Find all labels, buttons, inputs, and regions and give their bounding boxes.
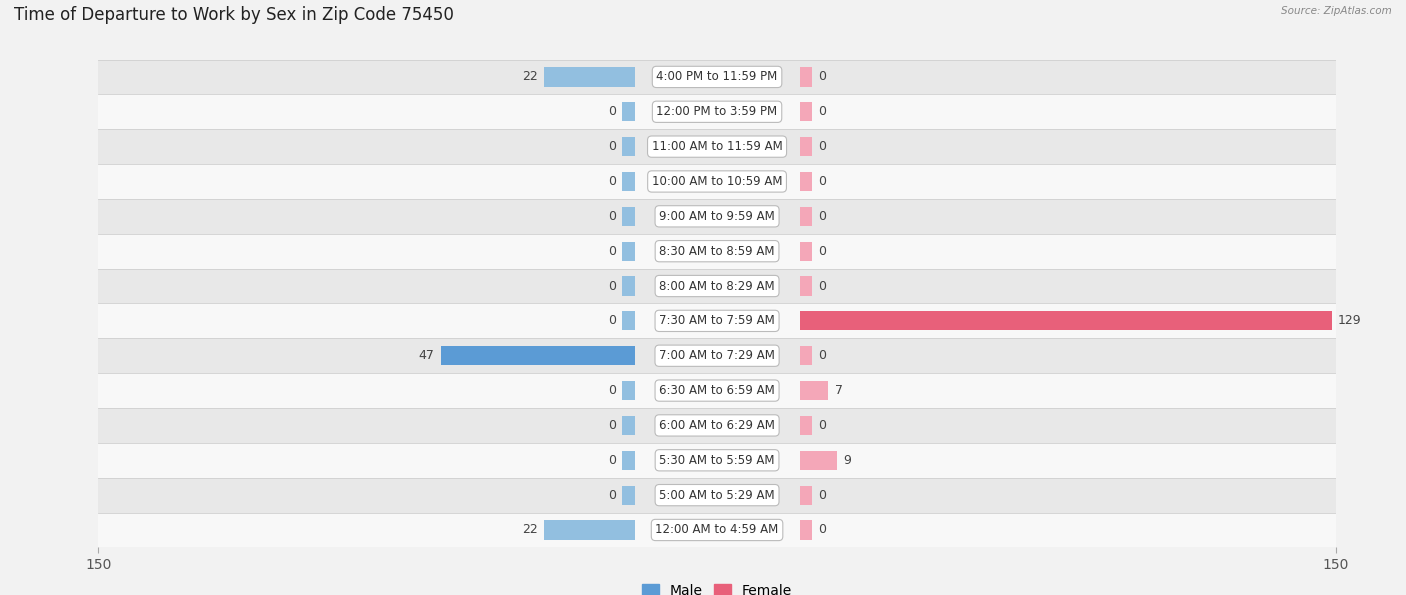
Text: 0: 0 bbox=[607, 384, 616, 397]
Bar bbox=[800, 416, 811, 435]
Bar bbox=[623, 277, 634, 296]
Text: 7: 7 bbox=[835, 384, 842, 397]
FancyBboxPatch shape bbox=[98, 199, 1336, 234]
Text: 0: 0 bbox=[818, 140, 827, 153]
Text: 11:00 AM to 11:59 AM: 11:00 AM to 11:59 AM bbox=[652, 140, 782, 153]
Text: 0: 0 bbox=[818, 280, 827, 293]
Text: 5:30 AM to 5:59 AM: 5:30 AM to 5:59 AM bbox=[659, 454, 775, 466]
Bar bbox=[623, 381, 634, 400]
Text: Source: ZipAtlas.com: Source: ZipAtlas.com bbox=[1281, 6, 1392, 16]
Text: 0: 0 bbox=[818, 419, 827, 432]
Text: 8:00 AM to 8:29 AM: 8:00 AM to 8:29 AM bbox=[659, 280, 775, 293]
Text: 0: 0 bbox=[607, 419, 616, 432]
Bar bbox=[800, 521, 811, 540]
FancyBboxPatch shape bbox=[98, 408, 1336, 443]
Bar bbox=[800, 346, 811, 365]
Legend: Male, Female: Male, Female bbox=[637, 579, 797, 595]
Bar bbox=[623, 102, 634, 121]
Bar bbox=[800, 486, 811, 505]
Text: 22: 22 bbox=[522, 70, 537, 83]
Bar bbox=[623, 242, 634, 261]
Text: 0: 0 bbox=[818, 349, 827, 362]
Bar bbox=[544, 521, 634, 540]
Text: 0: 0 bbox=[818, 488, 827, 502]
Text: 22: 22 bbox=[522, 524, 537, 537]
Text: 9:00 AM to 9:59 AM: 9:00 AM to 9:59 AM bbox=[659, 210, 775, 223]
Text: 6:30 AM to 6:59 AM: 6:30 AM to 6:59 AM bbox=[659, 384, 775, 397]
Text: 129: 129 bbox=[1337, 314, 1361, 327]
Text: 0: 0 bbox=[607, 140, 616, 153]
Text: 8:30 AM to 8:59 AM: 8:30 AM to 8:59 AM bbox=[659, 245, 775, 258]
FancyBboxPatch shape bbox=[98, 373, 1336, 408]
FancyBboxPatch shape bbox=[98, 339, 1336, 373]
Bar bbox=[623, 172, 634, 191]
FancyBboxPatch shape bbox=[98, 268, 1336, 303]
Text: 9: 9 bbox=[842, 454, 851, 466]
Bar bbox=[623, 486, 634, 505]
Text: 47: 47 bbox=[419, 349, 434, 362]
Text: Time of Departure to Work by Sex in Zip Code 75450: Time of Departure to Work by Sex in Zip … bbox=[14, 6, 454, 24]
Text: 7:30 AM to 7:59 AM: 7:30 AM to 7:59 AM bbox=[659, 314, 775, 327]
Text: 0: 0 bbox=[818, 245, 827, 258]
FancyBboxPatch shape bbox=[98, 129, 1336, 164]
Text: 0: 0 bbox=[607, 210, 616, 223]
Bar bbox=[800, 67, 811, 86]
FancyBboxPatch shape bbox=[98, 443, 1336, 478]
Bar bbox=[800, 172, 811, 191]
Text: 0: 0 bbox=[607, 245, 616, 258]
Text: 12:00 AM to 4:59 AM: 12:00 AM to 4:59 AM bbox=[655, 524, 779, 537]
Bar bbox=[800, 277, 811, 296]
Bar bbox=[623, 137, 634, 156]
Text: 0: 0 bbox=[607, 280, 616, 293]
Bar bbox=[623, 450, 634, 470]
FancyBboxPatch shape bbox=[98, 478, 1336, 512]
Text: 6:00 AM to 6:29 AM: 6:00 AM to 6:29 AM bbox=[659, 419, 775, 432]
Text: 0: 0 bbox=[818, 524, 827, 537]
Bar bbox=[544, 67, 634, 86]
Text: 7:00 AM to 7:29 AM: 7:00 AM to 7:29 AM bbox=[659, 349, 775, 362]
Bar bbox=[800, 137, 811, 156]
Text: 5:00 AM to 5:29 AM: 5:00 AM to 5:29 AM bbox=[659, 488, 775, 502]
Text: 0: 0 bbox=[818, 175, 827, 188]
FancyBboxPatch shape bbox=[98, 164, 1336, 199]
Bar bbox=[800, 381, 828, 400]
Text: 0: 0 bbox=[607, 175, 616, 188]
Text: 0: 0 bbox=[818, 105, 827, 118]
Text: 0: 0 bbox=[607, 454, 616, 466]
FancyBboxPatch shape bbox=[98, 234, 1336, 268]
Text: 0: 0 bbox=[607, 488, 616, 502]
Bar bbox=[800, 242, 811, 261]
Text: 12:00 PM to 3:59 PM: 12:00 PM to 3:59 PM bbox=[657, 105, 778, 118]
Bar bbox=[800, 206, 811, 226]
Bar bbox=[623, 416, 634, 435]
Bar bbox=[800, 311, 1331, 330]
Bar bbox=[623, 206, 634, 226]
Bar bbox=[440, 346, 634, 365]
Text: 0: 0 bbox=[818, 70, 827, 83]
Text: 0: 0 bbox=[607, 105, 616, 118]
Bar bbox=[800, 102, 811, 121]
FancyBboxPatch shape bbox=[98, 60, 1336, 95]
FancyBboxPatch shape bbox=[98, 303, 1336, 339]
Bar bbox=[623, 311, 634, 330]
Text: 10:00 AM to 10:59 AM: 10:00 AM to 10:59 AM bbox=[652, 175, 782, 188]
FancyBboxPatch shape bbox=[98, 95, 1336, 129]
FancyBboxPatch shape bbox=[98, 512, 1336, 547]
Text: 0: 0 bbox=[607, 314, 616, 327]
Text: 4:00 PM to 11:59 PM: 4:00 PM to 11:59 PM bbox=[657, 70, 778, 83]
Bar bbox=[800, 450, 837, 470]
Text: 0: 0 bbox=[818, 210, 827, 223]
